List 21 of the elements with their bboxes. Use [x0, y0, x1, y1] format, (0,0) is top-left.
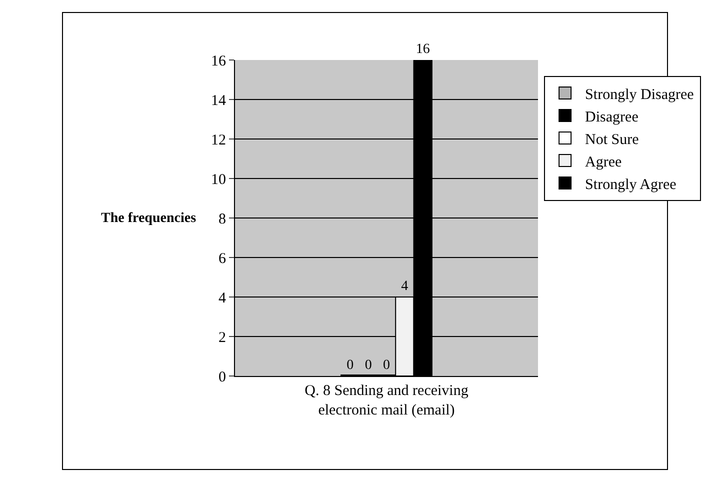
- y-tick-label: 0: [218, 369, 226, 386]
- data-label: 0: [346, 358, 354, 373]
- y-tick-label: 6: [218, 250, 226, 267]
- data-label: 0: [364, 358, 372, 373]
- legend-label: Strongly Agree: [585, 176, 677, 193]
- y-axis-title: The frequencies: [101, 211, 197, 226]
- legend-label: Strongly Disagree: [585, 86, 694, 103]
- y-tick-label: 4: [218, 290, 226, 306]
- data-label: 16: [416, 42, 430, 57]
- y-tick-label: 8: [218, 211, 226, 228]
- legend-label: Disagree: [585, 109, 639, 126]
- x-tick-label: Q. 8 Sending and receiving electronic mail (email): [304, 383, 469, 418]
- legend-label: Agree: [585, 154, 622, 170]
- y-tick-label: 2: [218, 330, 226, 346]
- y-tick-label: 12: [211, 132, 226, 148]
- y-tick-label: 14: [211, 92, 226, 109]
- data-label: 0: [383, 358, 390, 373]
- y-tick-label: 16: [211, 53, 226, 70]
- y-tick-label: 10: [211, 172, 226, 188]
- legend-label: Not Sure: [585, 132, 640, 148]
- data-label: 4: [401, 279, 408, 294]
